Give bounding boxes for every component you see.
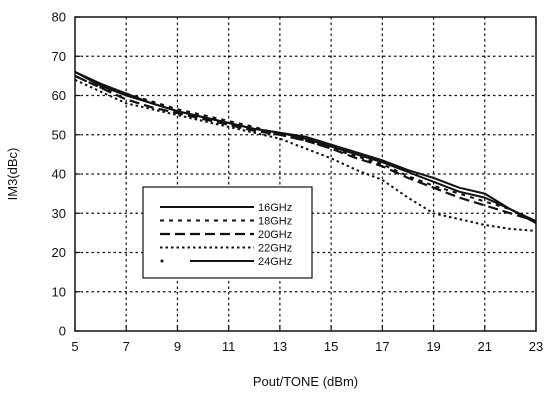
legend-label: 20GHz	[258, 229, 292, 241]
y-tick-label: 40	[52, 167, 66, 182]
x-tick-label: 5	[71, 339, 78, 354]
y-tick-label: 80	[52, 10, 66, 25]
x-tick-label: 9	[174, 339, 181, 354]
legend-label: 18GHz	[258, 216, 292, 228]
legend-label: 22GHz	[258, 243, 292, 255]
legend-box	[142, 186, 313, 279]
series-line-18GHz	[74, 74, 537, 223]
x-tick-label: 7	[123, 339, 130, 354]
y-tick-label: 0	[59, 324, 66, 339]
x-axis-ticks: 5 7 9 11 13 15 17 19 21 23	[71, 326, 543, 354]
x-tick-label: 23	[529, 339, 543, 354]
x-tick-label: 13	[273, 339, 287, 354]
x-tick-label: 19	[426, 339, 440, 354]
series-line-20GHz	[74, 74, 537, 223]
legend-label: 24GHz	[258, 256, 292, 268]
y-tick-label: 10	[52, 284, 66, 299]
x-axis-label: Pout/TONE (dBm)	[253, 374, 358, 389]
series-lines	[74, 70, 537, 232]
x-tick-label: 21	[478, 339, 492, 354]
x-tick-label: 17	[375, 339, 389, 354]
y-tick-label: 30	[52, 206, 66, 221]
legend-label: 16GHz	[258, 202, 292, 214]
x-tick-label: 11	[222, 339, 236, 354]
x-tick-label: 15	[324, 339, 338, 354]
y-tick-label: 20	[52, 245, 66, 260]
y-axis-ticks: 0 10 20 30 40 50 60 70 80	[52, 10, 80, 339]
y-tick-label: 60	[52, 88, 66, 103]
y-tick-label: 50	[52, 127, 66, 142]
plot-frame	[74, 16, 537, 332]
series-line-24GHz	[74, 70, 537, 224]
y-axis-label: IM3(dBc)	[5, 148, 20, 201]
grid	[75, 17, 536, 331]
y-tick-label: 70	[52, 49, 66, 64]
series-line-22GHz	[74, 78, 537, 232]
legend-swatch-dot	[160, 259, 164, 263]
